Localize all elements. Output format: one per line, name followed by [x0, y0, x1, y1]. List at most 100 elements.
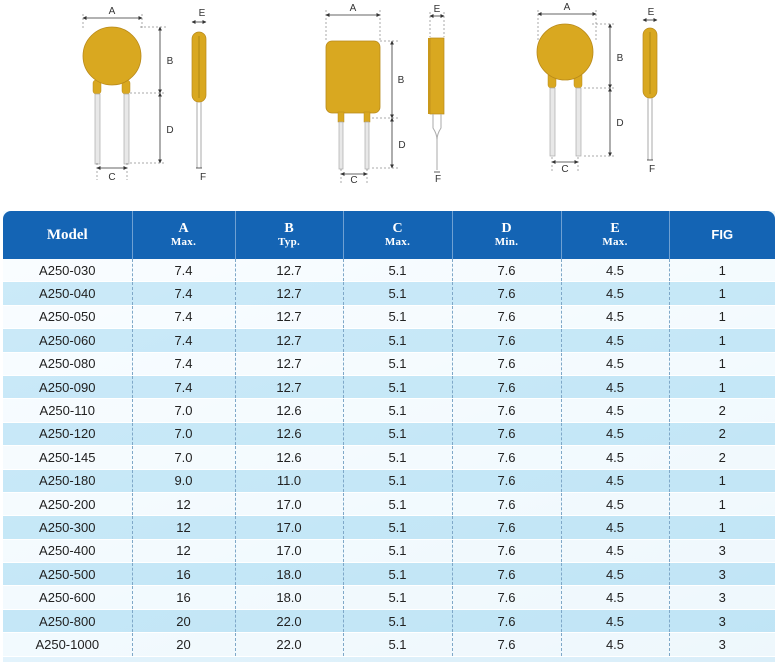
e-cell: 4.5 [560, 281, 669, 306]
d-cell: 7.6 [451, 469, 561, 493]
figure-3-front [536, 23, 594, 157]
a-cell: 12 [131, 539, 235, 564]
d-cell: 7.6 [451, 562, 561, 587]
c-cell: 5.1 [342, 492, 452, 517]
table-row: A250-600 16 18.0 5.1 7.6 4.5 3 [3, 585, 775, 610]
c-cell: 5.1 [342, 469, 452, 493]
e-cell: 4.5 [560, 352, 669, 376]
b-cell: 11.0 [234, 469, 343, 493]
b-cell: 12.7 [234, 259, 343, 283]
table-row: A250-080 7.4 12.7 5.1 7.6 4.5 1 [3, 352, 775, 376]
fig-cell: 2 [668, 422, 775, 447]
dim-label-a: A [564, 2, 571, 13]
b-cell: 12.7 [234, 352, 343, 376]
fig-cell: 1 [668, 375, 775, 400]
c-cell: 5.1 [342, 632, 452, 657]
table-row: A250-110 7.0 12.6 5.1 7.6 4.5 2 [3, 398, 775, 423]
e-cell: 4.5 [560, 375, 669, 400]
col-header-model: Model [3, 211, 132, 259]
e-cell: 4.5 [560, 492, 669, 517]
d-cell: 7.6 [451, 305, 561, 330]
table-row: A250-060 7.4 12.7 5.1 7.6 4.5 1 [3, 328, 775, 353]
a-cell: 7.0 [131, 422, 235, 447]
table-row: A250-800 20 22.0 5.1 7.6 4.5 3 [3, 609, 775, 634]
e-cell: 4.5 [560, 259, 669, 283]
fig-cell: 1 [668, 469, 775, 493]
d-cell: 7.6 [451, 515, 561, 540]
dim-label-c: C [350, 175, 357, 186]
d-cell: 7.6 [451, 281, 561, 306]
d-cell: 7.6 [451, 445, 561, 470]
c-cell: 5.1 [342, 445, 452, 470]
b-cell: 22.0 [234, 632, 343, 657]
e-cell: 4.5 [560, 609, 669, 634]
dim-label-f: F [649, 164, 655, 175]
e-cell: 4.5 [560, 585, 669, 610]
dim-label-b: B [617, 53, 624, 64]
table-row: A250-090 7.4 12.7 5.1 7.6 4.5 1 [3, 375, 775, 400]
fig-cell: 3 [668, 585, 775, 610]
dim-label-c: C [108, 172, 115, 183]
table-row: A250-040 7.4 12.7 5.1 7.6 4.5 1 [3, 281, 775, 306]
table-row: A250-050 7.4 12.7 5.1 7.6 4.5 1 [3, 305, 775, 330]
figure-2-dimensions: A B D C [325, 3, 406, 186]
a-cell: 9.0 [131, 469, 235, 493]
d-cell: 7.6 [451, 352, 561, 376]
model-cell: A250-1000 [3, 632, 132, 657]
e-cell: 4.5 [560, 398, 669, 423]
col-header-c: C Max. [342, 211, 452, 259]
b-cell: 22.0 [234, 609, 343, 634]
b-cell: 17.0 [234, 515, 343, 540]
dim-label-a: A [109, 6, 116, 17]
figure-1-front [82, 26, 142, 165]
model-cell: A250-500 [3, 562, 132, 587]
a-cell: 7.0 [131, 445, 235, 470]
e-cell: 4.5 [560, 305, 669, 330]
a-cell: 16 [131, 562, 235, 587]
b-cell: 12.6 [234, 422, 343, 447]
table-body: A250-030 7.4 12.7 5.1 7.6 4.5 1 A250-040 7.4 12.7… [3, 259, 775, 657]
a-cell: 7.4 [131, 375, 235, 400]
table-header-row: Model A Max. B Typ. C Max. D Min. [3, 211, 775, 259]
model-cell: A250-400 [3, 539, 132, 564]
a-cell: 20 [131, 632, 235, 657]
d-cell: 7.6 [451, 632, 561, 657]
col-header-d: D Min. [451, 211, 561, 259]
c-cell: 5.1 [342, 281, 452, 306]
model-cell: A250-050 [3, 305, 132, 330]
fig-cell: 3 [668, 609, 775, 634]
figure-1-dimensions: A B D C [82, 6, 174, 183]
fig-cell: 1 [668, 352, 775, 376]
model-cell: A250-080 [3, 352, 132, 376]
model-cell: A250-300 [3, 515, 132, 540]
e-cell: 4.5 [560, 515, 669, 540]
model-cell: A250-060 [3, 328, 132, 353]
b-cell: 12.7 [234, 305, 343, 330]
b-cell: 12.7 [234, 281, 343, 306]
table-row: A250-400 12 17.0 5.1 7.6 4.5 3 [3, 539, 775, 564]
model-cell: A250-180 [3, 469, 132, 493]
col-header-a: A Max. [131, 211, 235, 259]
model-cell: A250-030 [3, 259, 132, 283]
table-row: A250-180 9.0 11.0 5.1 7.6 4.5 1 [3, 469, 775, 493]
spec-table-container: Model A Max. B Typ. C Max. D Min. [3, 211, 775, 662]
b-cell: 17.0 [234, 492, 343, 517]
c-cell: 5.1 [342, 585, 452, 610]
e-cell: 4.5 [560, 422, 669, 447]
a-cell: 7.4 [131, 305, 235, 330]
model-cell: A250-120 [3, 422, 132, 447]
dim-label-f: F [200, 172, 206, 183]
dim-label-d: D [616, 118, 623, 129]
table-row: A250-1000 20 22.0 5.1 7.6 4.5 3 [3, 632, 775, 657]
figure-3-side: E F [642, 7, 658, 175]
table-row: A250-030 7.4 12.7 5.1 7.6 4.5 1 [3, 259, 775, 283]
figure-3-dimensions: A B D C [537, 2, 624, 175]
a-cell: 7.4 [131, 328, 235, 353]
figure-2-side: E F [428, 4, 445, 185]
fig-cell: 2 [668, 445, 775, 470]
a-cell: 12 [131, 515, 235, 540]
a-cell: 7.4 [131, 281, 235, 306]
table-row: A250-120 7.0 12.6 5.1 7.6 4.5 2 [3, 422, 775, 447]
fig-cell: 1 [668, 281, 775, 306]
a-cell: 7.4 [131, 259, 235, 283]
